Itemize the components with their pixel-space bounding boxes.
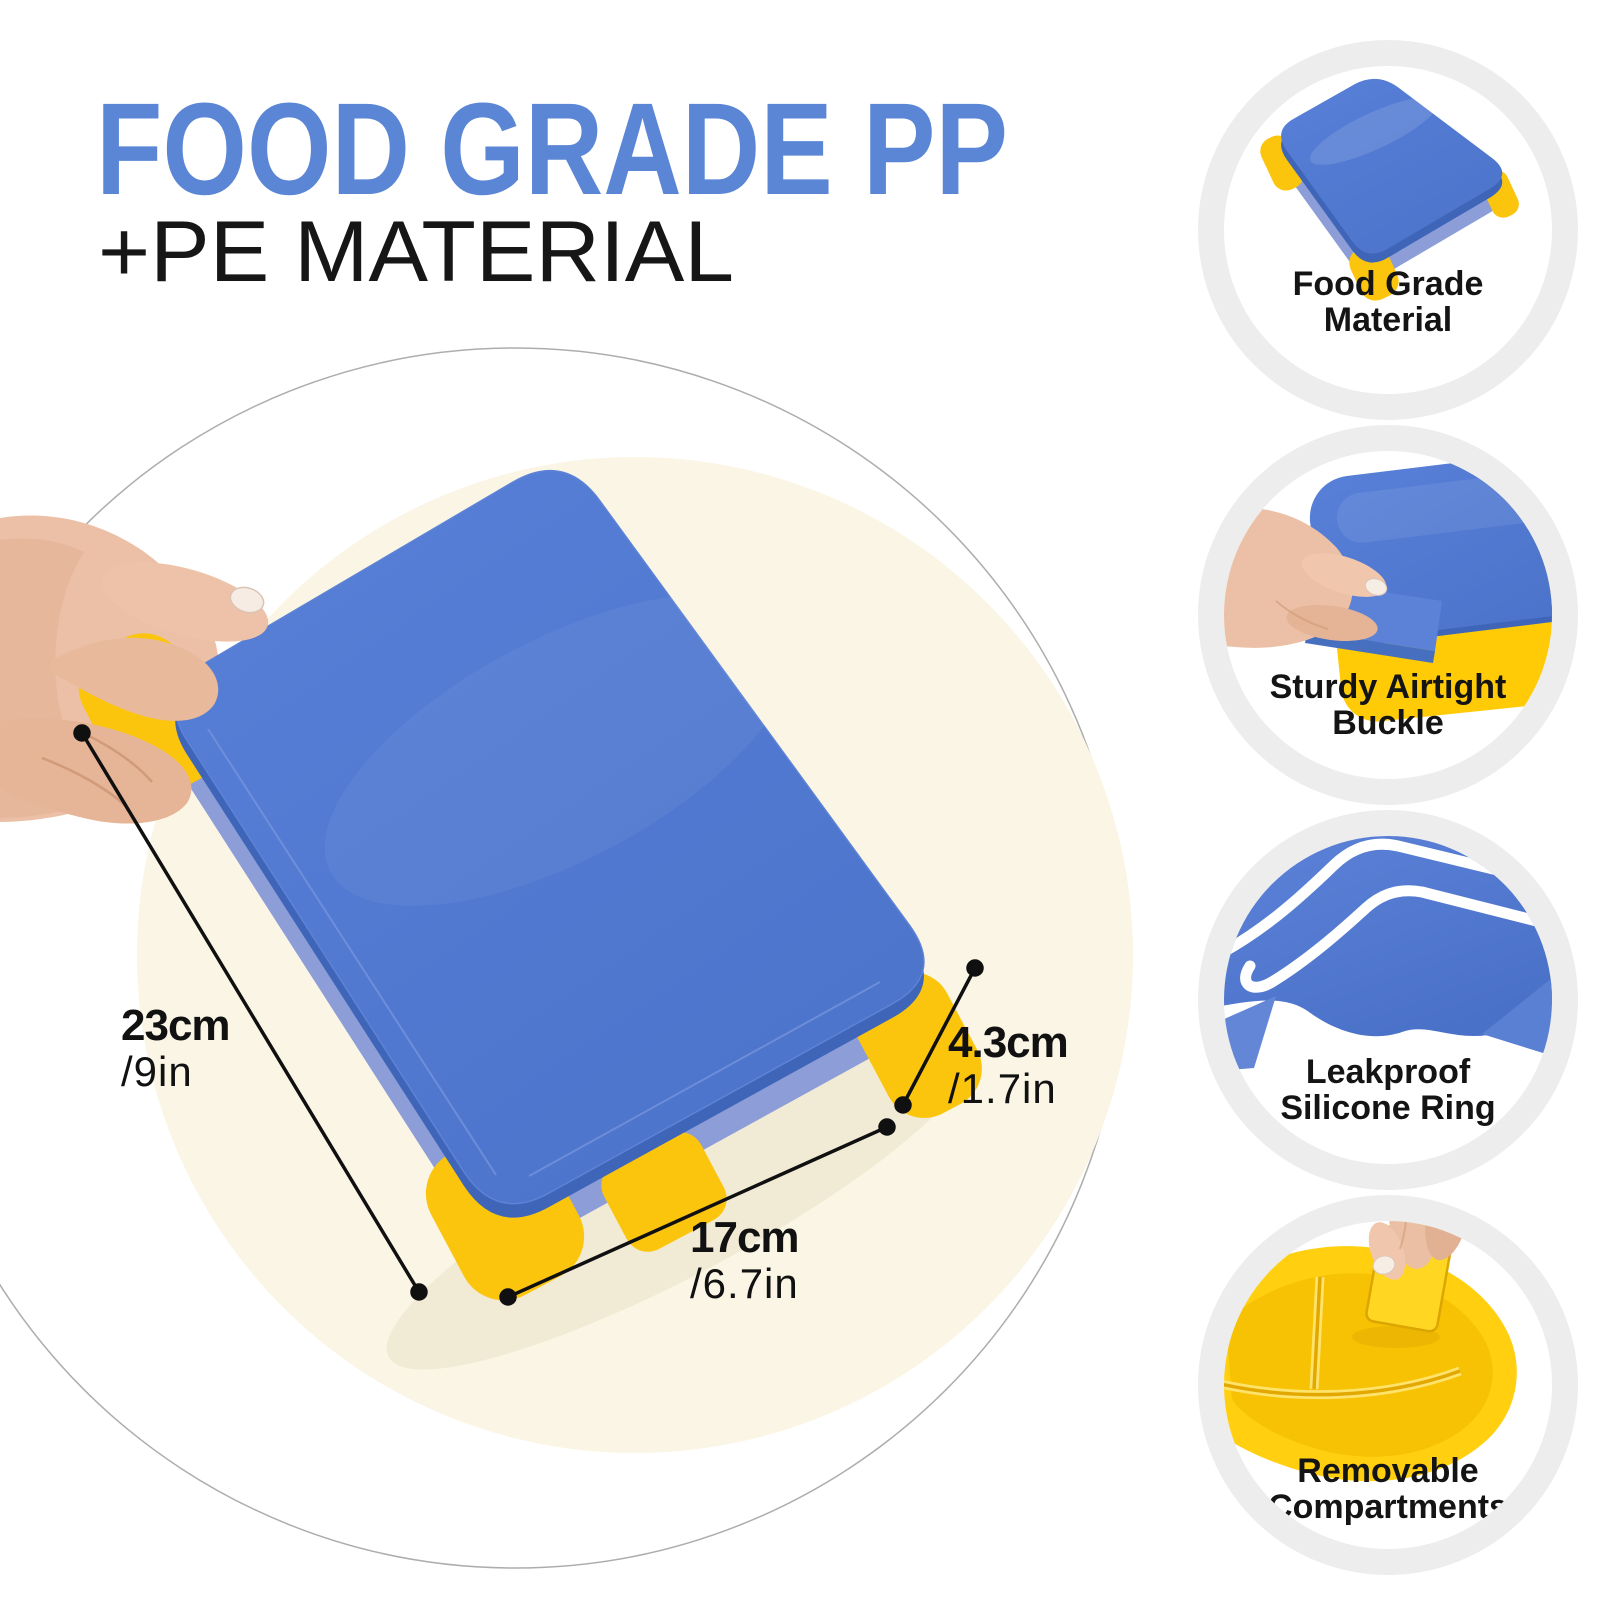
- dimension-dot: [73, 724, 91, 742]
- tray-divider-walls: [1224, 1276, 1462, 1400]
- closed-bento-box-icon: [1260, 78, 1519, 301]
- feature-circle-leakproof-silicone-ring: Leakproof Silicone Ring: [1198, 810, 1578, 1190]
- feature-label-line-1: Food Grade: [1292, 265, 1484, 303]
- thumb: [101, 562, 269, 642]
- hero-illustration: [0, 347, 1133, 1569]
- feature-label-line-1: Leakproof: [1305, 1053, 1471, 1091]
- hand-fingers: [0, 562, 269, 824]
- divider-shadow: [1352, 1326, 1440, 1348]
- feature-label: Removable Compartments: [1224, 1453, 1552, 1526]
- feature-label-line-2: Buckle: [1332, 704, 1444, 743]
- lunch-box: [78, 469, 982, 1301]
- mini-hand: [1224, 507, 1388, 648]
- feature-label: Food Grade Material: [1224, 266, 1552, 339]
- dimension-depth-imperial: /9in: [121, 1048, 193, 1095]
- dimension-label-height: 4.3cm /1.7in: [948, 1018, 1069, 1112]
- dimension-lines: [73, 724, 984, 1306]
- title-block: FOOD GRADE PP +PE MATERIAL: [96, 78, 1008, 298]
- dimension-dot: [499, 1288, 517, 1306]
- title-line-1: FOOD GRADE PP: [96, 78, 1008, 222]
- dimension-label-width: 17cm /6.7in: [690, 1213, 800, 1307]
- feature-label: Leakproof Silicone Ring: [1224, 1054, 1552, 1127]
- dimension-height-metric: 4.3cm: [948, 1018, 1069, 1067]
- lid-silicone-ring-icon: [1224, 836, 1552, 1071]
- feature-circle-food-grade-material: Food Grade Material: [1198, 40, 1578, 420]
- dimension-depth-metric: 23cm: [121, 1001, 231, 1050]
- feature-label: Sturdy Airtight Buckle: [1224, 669, 1552, 742]
- dimension-dot: [410, 1283, 428, 1301]
- lid-sheen: [324, 594, 796, 906]
- lid-wedge-right: [1482, 978, 1552, 1056]
- dimension-width-imperial: /6.7in: [690, 1260, 799, 1307]
- dimension-width-metric: 17cm: [690, 1213, 800, 1262]
- dimension-dot: [878, 1118, 896, 1136]
- dimension-dot: [966, 959, 984, 977]
- feature-label-line-2: Silicone Ring: [1280, 1089, 1496, 1128]
- lid-wedge-left: [1224, 996, 1276, 1071]
- dimension-line-depth: [73, 724, 428, 1301]
- hand-pulling-buckle-icon: [1224, 451, 1552, 722]
- feature-circle-removable-compartments: Removable Compartments: [1198, 1195, 1578, 1575]
- silicone-ring: [1224, 838, 1552, 993]
- index-finger: [48, 637, 219, 721]
- dimension-line-height: [894, 959, 984, 1114]
- dimension-line-width: [499, 1118, 896, 1306]
- dimension-label-depth: 23cm /9in: [121, 1001, 231, 1095]
- feature-label-line-2: Compartments: [1268, 1488, 1508, 1527]
- feature-circle-sturdy-airtight-buckle: Sturdy Airtight Buckle: [1198, 425, 1578, 805]
- mini-hand: [1368, 1221, 1471, 1280]
- product-hero: 23cm /9in 4.3cm /1.7in 17cm /6.7in: [0, 330, 1160, 1600]
- feature-label-line-1: Removable: [1297, 1452, 1479, 1490]
- feature-label-line-2: Material: [1323, 301, 1453, 340]
- dimension-height-imperial: /1.7in: [948, 1065, 1057, 1112]
- curled-fingers: [0, 718, 192, 824]
- tray-compartments-icon: [1224, 1221, 1517, 1482]
- lid-seam-lines: [207, 728, 881, 1177]
- dimension-dot: [894, 1096, 912, 1114]
- title-line-2: +PE MATERIAL: [98, 204, 734, 298]
- yellow-latch: [601, 1132, 727, 1252]
- feature-label-line-1: Sturdy Airtight: [1269, 668, 1507, 706]
- thumb-nail: [229, 586, 265, 614]
